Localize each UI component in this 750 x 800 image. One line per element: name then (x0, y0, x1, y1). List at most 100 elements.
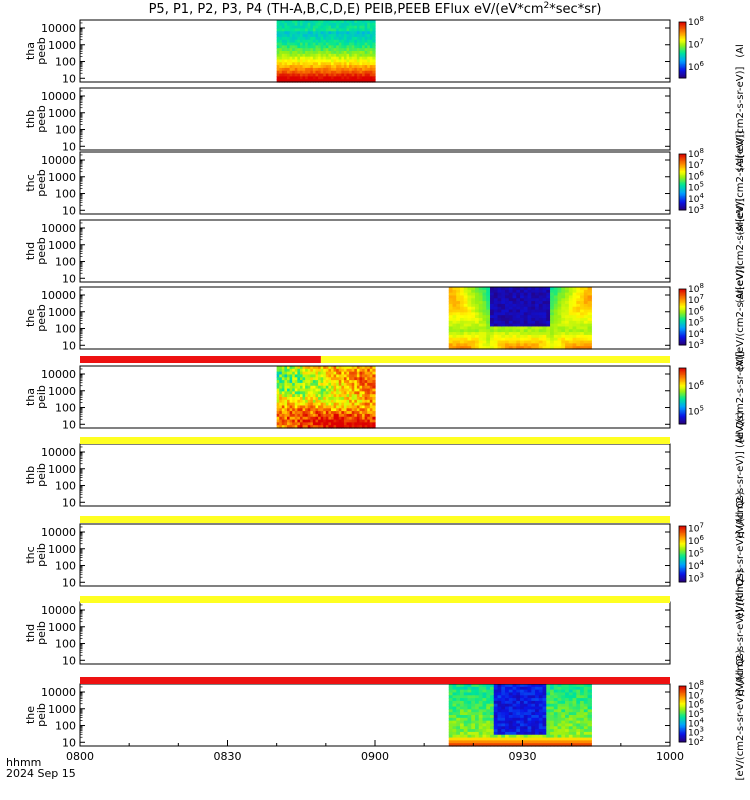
spectrogram-cell (307, 39, 311, 44)
spectrogram-cell (331, 377, 335, 381)
spectrogram-cell (557, 315, 562, 319)
spectrogram-cell (369, 51, 374, 55)
colorbar-swatch (679, 579, 686, 582)
spectrogram-cell (512, 326, 517, 330)
spectrogram-cell (362, 65, 366, 69)
panel-probe-label: tha (24, 42, 37, 60)
spectrogram-cell (284, 73, 288, 77)
colorbar-swatch (679, 548, 686, 551)
spectrogram-cell (452, 726, 457, 730)
spectrogram-cell (292, 408, 296, 412)
spectrogram-cell (312, 65, 317, 69)
spectrogram-cell (501, 709, 506, 713)
spectrogram-cell (508, 709, 514, 713)
spectrogram-cell (302, 79, 306, 83)
spectrogram-cell (568, 295, 574, 299)
spectrogram-cell (553, 303, 559, 308)
spectrogram-cell (531, 301, 536, 305)
spectrogram-cell (531, 723, 536, 727)
spectrogram-cell (520, 312, 525, 316)
colorbar-label: [eV/(cm2-s-sr-eV)] (735, 351, 746, 442)
spectrogram-cell (292, 76, 296, 80)
spectrogram-cell (508, 731, 514, 736)
spectrogram-cell (359, 53, 363, 58)
spectrogram-cell (482, 712, 487, 716)
colorbar-swatch (679, 393, 686, 396)
spectrogram-cell (281, 28, 286, 32)
colorbar-swatch (679, 415, 686, 418)
spectrogram-cell (292, 59, 296, 63)
spectrogram-cell (354, 380, 358, 384)
spectrogram-cell (463, 287, 469, 291)
spectrogram-cell (372, 371, 376, 376)
spectrogram-cell (287, 402, 291, 407)
spectrogram-cell (471, 684, 476, 688)
spectrogram-cell (501, 346, 506, 350)
spectrogram-cell (501, 329, 506, 333)
spectrogram-cell (294, 28, 298, 32)
spectrogram-cell (349, 73, 353, 77)
spectrogram-cell (367, 42, 371, 46)
spectrogram-cell (520, 332, 525, 336)
y-tick-label: 100 (55, 256, 76, 269)
spectrogram-cell (542, 303, 547, 308)
spectrogram-cell (328, 48, 332, 52)
spectrogram-cell (512, 298, 517, 302)
spectrogram-cell (338, 397, 342, 401)
spectrogram-cell (305, 374, 309, 378)
spectrogram-cell (276, 425, 280, 429)
spectrogram-cell (463, 695, 469, 699)
spectrogram-cell (312, 31, 317, 35)
spectrogram-cell (456, 301, 461, 305)
spectrogram-cell (531, 689, 536, 694)
spectrogram-cell (287, 377, 291, 381)
spectrogram-cell (557, 334, 562, 339)
spectrogram-cell (448, 743, 454, 747)
spectrogram-cell (493, 323, 499, 328)
spectrogram-cell (467, 698, 472, 702)
spectrogram-cell (580, 332, 585, 336)
spectrogram-cell (302, 422, 306, 426)
spectrogram-cell (561, 346, 566, 350)
spectrogram-cell (364, 388, 368, 392)
spectrogram-cell (336, 388, 340, 392)
spectrogram-cell (351, 20, 355, 24)
spectrogram-cell (367, 416, 371, 421)
spectrogram-cell (281, 70, 286, 75)
spectrogram-cell (346, 59, 350, 63)
spectrogram-cell (482, 731, 487, 736)
spectrogram-cell (367, 62, 371, 66)
spectrogram-cell (486, 323, 491, 328)
spectrogram-cell (580, 312, 585, 316)
spectrogram-cell (318, 391, 322, 395)
spectrogram-cell (362, 39, 366, 44)
spectrogram-cell (362, 374, 366, 378)
spectrogram-cell (527, 340, 532, 344)
spectrogram-cell (452, 301, 457, 305)
spectrogram-cell (331, 31, 335, 35)
spectrogram-cell (527, 318, 532, 322)
spectrogram-cell (546, 329, 551, 333)
spectrogram-cell (307, 411, 311, 415)
spectrogram-cell (331, 419, 335, 423)
spectrogram-tha-peeb (276, 20, 376, 83)
spectrogram-cell (505, 346, 510, 350)
spectrogram-cell (501, 717, 506, 722)
spectrogram-cell (287, 20, 291, 24)
spectrogram-cell (512, 295, 517, 299)
spectrogram-cell (583, 315, 589, 319)
spectrogram-cell (351, 419, 355, 423)
spectrogram-cell (535, 315, 540, 319)
spectrogram-cell (307, 399, 311, 404)
spectrogram-cell (501, 298, 506, 302)
spectrogram-cell (482, 720, 487, 725)
spectrogram-cell (359, 67, 363, 72)
spectrogram-cell (553, 340, 559, 344)
spectrogram-cell (341, 411, 345, 415)
spectrogram-cell (325, 411, 330, 415)
spectrogram-cell (565, 315, 570, 319)
spectrogram-cell (565, 309, 570, 313)
spectrogram-cell (486, 287, 491, 291)
spectrogram-cell (367, 48, 371, 52)
spectrogram-cell (294, 53, 298, 58)
